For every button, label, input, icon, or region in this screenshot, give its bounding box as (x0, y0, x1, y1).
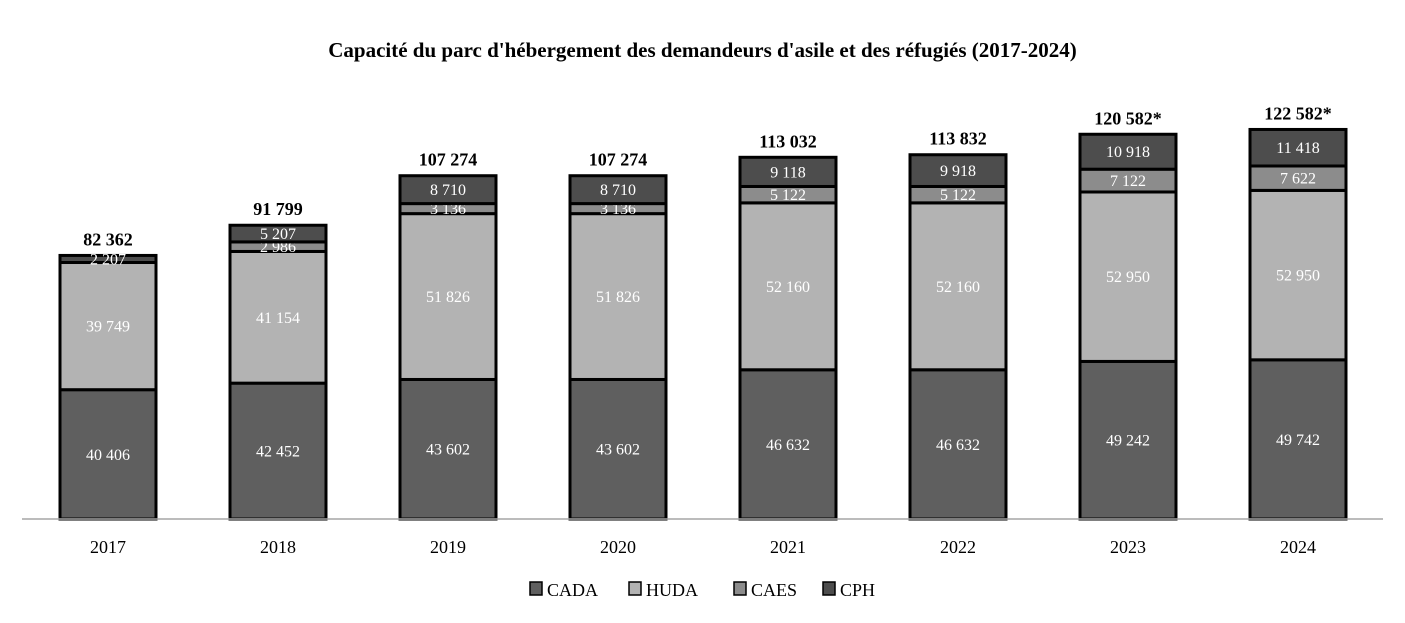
legend-swatch-caes (733, 581, 747, 596)
segment-label-cada-2018: 42 452 (256, 444, 300, 461)
segment-label-cph-2021: 9 118 (770, 164, 805, 181)
total-label-2018: 91 799 (253, 199, 303, 219)
segment-label-caes-2024: 7 622 (1280, 171, 1316, 188)
bar-segment-cph-2019 (398, 174, 498, 206)
segment-label-cada-2020: 43 602 (596, 442, 640, 459)
chart-title: Capacité du parc d'hébergement des deman… (328, 38, 1077, 62)
segment-label-caes-2018: 2 986 (260, 239, 296, 256)
total-label-2022: 113 832 (929, 129, 987, 149)
bar-segment-cph-2017 (58, 253, 158, 265)
segment-label-cada-2022: 46 632 (936, 437, 980, 454)
x-tick-label-2017: 2017 (90, 537, 126, 557)
bar-segment-cada-2022 (908, 368, 1008, 521)
segment-label-cph-2020: 8 710 (600, 182, 636, 199)
bar-segment-cph-2023 (1078, 132, 1178, 171)
bar-segment-cph-2018 (228, 223, 328, 244)
segment-label-caes-2023: 7 122 (1110, 173, 1146, 190)
bar-segment-cada-2023 (1078, 359, 1178, 521)
bar-segment-cph-2020 (568, 174, 668, 206)
segment-label-cph-2019: 8 710 (430, 182, 466, 199)
segment-label-caes-2022: 5 122 (940, 187, 976, 204)
segment-label-huda-2022: 52 160 (936, 279, 980, 296)
legend-label-huda: HUDA (646, 580, 698, 600)
bar-segment-huda-2021 (738, 201, 838, 372)
x-tick-label-2021: 2021 (770, 537, 806, 557)
total-label-2019: 107 274 (419, 150, 478, 170)
segment-label-cph-2018: 5 207 (260, 226, 296, 243)
segment-label-huda-2020: 51 826 (596, 289, 640, 306)
segment-label-huda-2024: 52 950 (1276, 268, 1320, 285)
bar-segment-cada-2017 (58, 388, 158, 521)
segment-label-cph-2024: 11 418 (1276, 140, 1319, 157)
total-label-2023: 120 582* (1094, 108, 1162, 128)
bar-segment-huda-2024 (1248, 188, 1348, 362)
total-label-2024: 122 582* (1264, 103, 1332, 123)
legend-label-cph: CPH (840, 580, 875, 600)
legend-swatch-cph (822, 581, 836, 596)
total-label-2021: 113 032 (759, 131, 817, 151)
total-label-2017: 82 362 (83, 229, 133, 249)
segment-label-huda-2018: 41 154 (256, 310, 300, 327)
segment-label-cph-2022: 9 918 (940, 163, 976, 180)
segment-label-huda-2023: 52 950 (1106, 269, 1150, 286)
x-tick-label-2020: 2020 (600, 537, 636, 557)
legend-swatch-huda (628, 581, 642, 596)
segment-label-huda-2017: 39 749 (86, 319, 130, 336)
bar-segment-huda-2022 (908, 201, 1008, 372)
segment-label-caes-2021: 5 122 (770, 187, 806, 204)
x-tick-label-2022: 2022 (940, 537, 976, 557)
x-tick-label-2024: 2024 (1280, 537, 1316, 557)
segment-label-cph-2017: 2 207 (90, 251, 126, 268)
bar-segment-huda-2023 (1078, 190, 1178, 363)
total-label-2020: 107 274 (589, 150, 648, 170)
segment-label-caes-2020: 3 136 (600, 201, 636, 218)
bar-segment-cph-2021 (738, 155, 838, 188)
bar-segment-cada-2019 (398, 377, 498, 521)
bar-segment-huda-2020 (568, 212, 668, 381)
segment-label-cada-2023: 49 242 (1106, 433, 1150, 450)
bar-segment-cph-2022 (908, 153, 1008, 188)
segment-label-cada-2017: 40 406 (86, 447, 130, 464)
x-tick-label-2019: 2019 (430, 537, 466, 557)
segment-label-cada-2021: 46 632 (766, 437, 810, 454)
segment-label-cph-2023: 10 918 (1106, 144, 1150, 161)
segment-label-huda-2019: 51 826 (426, 289, 470, 306)
bar-segment-cada-2020 (568, 377, 668, 521)
legend-label-caes: CAES (751, 580, 797, 600)
x-tick-label-2018: 2018 (260, 537, 296, 557)
x-tick-label-2023: 2023 (1110, 537, 1146, 557)
segment-label-cada-2024: 49 742 (1276, 432, 1320, 449)
segment-label-cada-2019: 43 602 (426, 442, 470, 459)
bar-segment-cada-2024 (1248, 358, 1348, 521)
segment-label-huda-2021: 52 160 (766, 279, 810, 296)
segment-label-caes-2019: 3 136 (430, 201, 466, 218)
legend-swatch-cada (529, 581, 543, 596)
legend-label-cada: CADA (547, 580, 598, 600)
bar-segment-cph-2024 (1248, 127, 1348, 168)
